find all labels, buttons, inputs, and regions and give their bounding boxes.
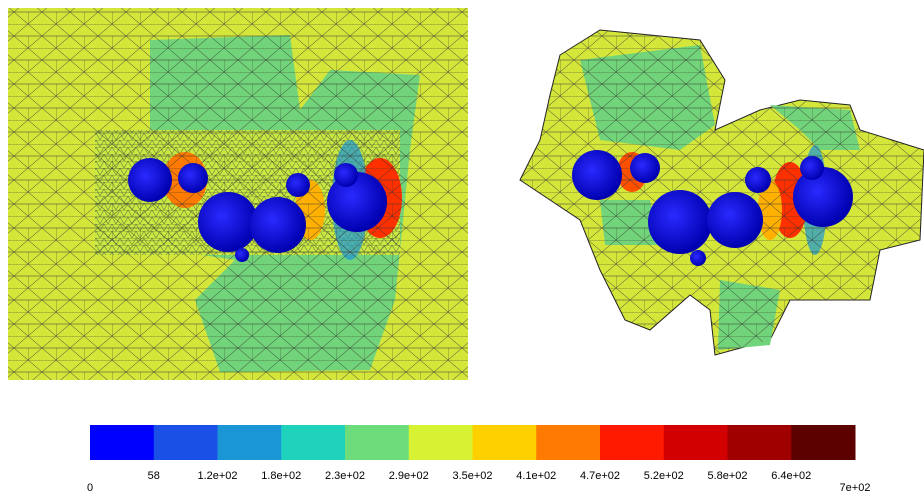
colorbar-segment [408,425,473,460]
colorbar-label: 0 [87,482,93,494]
colorbar-segment [472,425,537,460]
colorbar-label: 58 [148,470,160,482]
colorbar-label: 2.9e+02 [389,470,429,482]
colorbar: 0 58 1.2e+02 1.8e+02 2.3e+02 2.9e+02 3.5e+02 4.… [87,425,871,494]
colorbar-segment [90,425,155,460]
colorbar-segment [663,425,728,460]
colorbar-segment [281,425,346,460]
colorbar-label: 7e+02 [840,482,871,494]
left-mesh [8,8,468,380]
colorbar-segment [791,425,856,460]
colorbar-label: 6.4e+02 [771,470,811,482]
colorbar-label: 3.5e+02 [452,470,492,482]
colorbar-segment [153,425,218,460]
colorbar-segment [345,425,410,460]
colorbar-segment [217,425,282,460]
colorbar-label: 2.3e+02 [325,470,365,482]
colorbar-label: 4.7e+02 [580,470,620,482]
colorbar-label: 5.8e+02 [707,470,747,482]
colorbar-label: 1.2e+02 [197,470,237,482]
right-mesh [519,29,924,356]
colorbar-segment [600,425,665,460]
colorbar-segment [536,425,601,460]
colorbar-label: 4.1e+02 [516,470,556,482]
colorbar-label: 5.2e+02 [644,470,684,482]
colorbar-label: 1.8e+02 [261,470,301,482]
colorbar-segment [727,425,792,460]
